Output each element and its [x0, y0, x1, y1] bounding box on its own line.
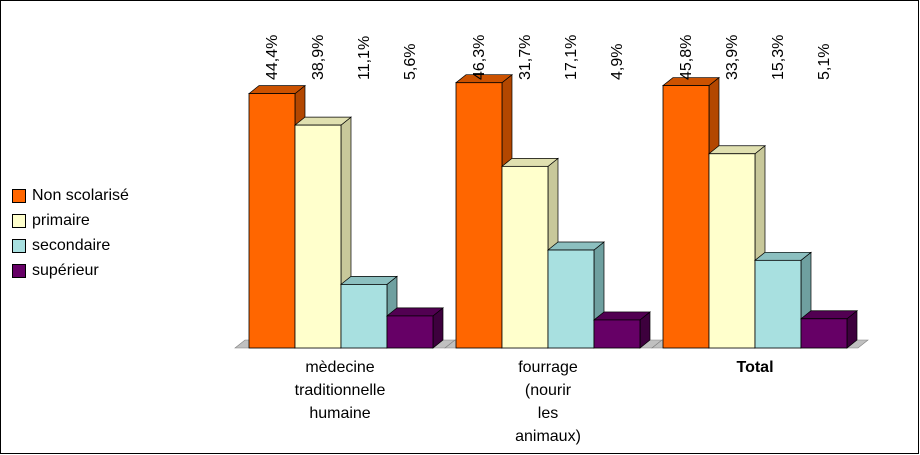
- legend: Non scolarisé primaire secondaire supéri…: [12, 183, 129, 283]
- bar-top: [593, 311, 651, 321]
- legend-item-non-scolarise: Non scolarisé: [12, 183, 129, 208]
- legend-swatch: [12, 238, 26, 253]
- category-label-line: les: [537, 405, 559, 422]
- data-label: 15,3%: [770, 35, 787, 80]
- legend-label: secondaire: [32, 236, 111, 254]
- bar: [248, 93, 296, 349]
- category-label-line: fourrage: [518, 359, 578, 376]
- bar-top: [501, 158, 559, 167]
- bar: [754, 259, 802, 349]
- category-label: Total: [685, 356, 825, 379]
- bar: [501, 165, 549, 349]
- bar-top: [708, 145, 766, 155]
- bar: [547, 249, 595, 349]
- legend-swatch: [12, 263, 26, 278]
- bar: [708, 153, 756, 349]
- category-label: fourrage (nourir les animaux): [478, 356, 618, 448]
- data-label: 17,1%: [563, 35, 580, 80]
- data-label: 44,4%: [264, 35, 281, 80]
- data-label: 11,1%: [356, 36, 373, 80]
- bar-top: [547, 241, 605, 251]
- data-label: 5,1%: [816, 44, 833, 80]
- bar: [800, 318, 848, 349]
- data-label: 46,3%: [471, 35, 488, 80]
- bar-top: [340, 276, 398, 285]
- legend-item-primaire: primaire: [12, 208, 129, 233]
- category-label-line: animaux): [515, 428, 581, 445]
- legend-swatch: [12, 188, 26, 203]
- bar-top: [386, 307, 444, 317]
- bar: [662, 85, 710, 349]
- bar: [455, 82, 503, 349]
- bar: [593, 319, 641, 349]
- legend-item-secondaire: secondaire: [12, 233, 129, 258]
- legend-item-superieur: supérieur: [12, 258, 129, 283]
- bar-top: [294, 116, 352, 126]
- bar-top: [800, 310, 858, 320]
- data-label: 5,6%: [402, 44, 419, 80]
- legend-label: Non scolarisé: [32, 186, 129, 204]
- bar: [340, 283, 388, 349]
- legend-label: supérieur: [32, 261, 99, 279]
- legend-label: primaire: [32, 211, 90, 229]
- category-label-line: traditionnelle: [294, 382, 386, 399]
- data-label: 4,9%: [609, 44, 626, 80]
- data-label: 38,9%: [310, 35, 327, 80]
- category-label-line: (nourir: [524, 382, 572, 399]
- bar-top: [248, 85, 306, 94]
- category-label-line: mèdecine: [305, 359, 375, 376]
- category-label: mèdecine traditionnelle humaine: [270, 356, 410, 425]
- data-label: 31,7%: [517, 35, 534, 80]
- category-label-line: Total: [736, 359, 774, 376]
- bar-top: [754, 251, 812, 261]
- data-label: 45,8%: [678, 35, 695, 80]
- legend-swatch: [12, 213, 26, 228]
- category-label-line: humaine: [309, 405, 371, 422]
- bar: [386, 315, 434, 349]
- bar: [294, 124, 342, 349]
- data-label: 33,9%: [724, 35, 741, 80]
